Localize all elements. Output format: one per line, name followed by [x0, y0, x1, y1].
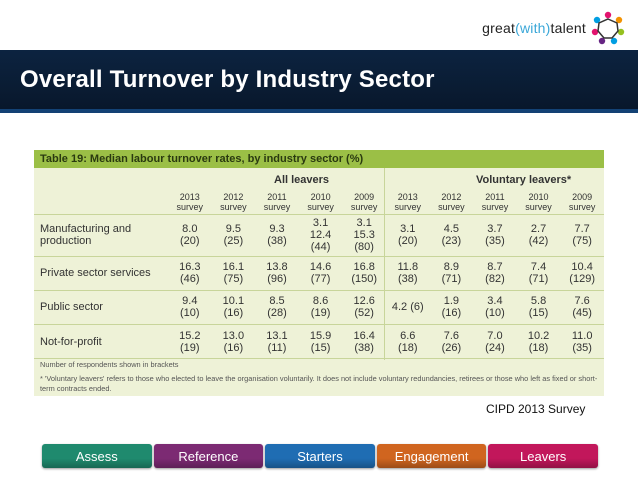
row-divider	[34, 324, 604, 325]
nav-bar: Assess Reference Starters Engagement Lea…	[42, 444, 598, 470]
nav-engagement-button[interactable]: Engagement	[376, 444, 487, 468]
nav-starters-button[interactable]: Starters	[265, 444, 375, 468]
col-header: 2012 survey	[220, 192, 247, 212]
value-cell: 7.0 (24)	[485, 330, 505, 354]
value-cell: 3.1 12.4 (44)	[309, 217, 332, 253]
col-header: 2011 survey	[263, 192, 291, 212]
col-header: 2011 survey	[481, 192, 509, 212]
sector-label: Not-for-profit	[40, 336, 102, 348]
group-all-leavers: All leavers	[274, 174, 330, 186]
value-cell: 6.6 (18)	[397, 330, 418, 354]
nav-assess-button[interactable]: Assess	[42, 444, 152, 468]
value-cell: 4.2 (6)	[391, 301, 424, 313]
value-cell: 13.1 (11)	[266, 330, 288, 354]
value-cell: 10.4 (129)	[569, 261, 595, 285]
col-header: 2010 survey	[307, 192, 334, 212]
header-sector	[34, 190, 168, 214]
value-cell: 9.5 (25)	[223, 223, 244, 247]
group-voluntary-leavers: Voluntary leavers*	[476, 174, 572, 186]
value-cell: 12.6 (52)	[353, 295, 375, 319]
value-cell: 8.7 (82)	[485, 261, 505, 285]
value-cell: 5.8 (15)	[528, 295, 549, 319]
note-brackets: Number of respondents shown in brackets	[40, 360, 179, 369]
table-caption: Table 19: Median labour turnover rates, …	[34, 150, 604, 168]
value-cell: 8.5 (28)	[267, 295, 287, 319]
row-divider	[34, 214, 604, 215]
table-header-row: 2013 survey 2012 survey 2011 survey 2010 sur…	[34, 190, 604, 214]
row-divider	[34, 256, 604, 257]
page-title: Overall Turnover by Industry Sector	[20, 66, 435, 93]
sector-label: Manufacturing and production	[40, 223, 132, 247]
header-bar: Overall Turnover by Industry Sector	[0, 50, 638, 113]
value-cell: 7.4 (71)	[528, 261, 549, 285]
table-grid: 2013 survey 2012 survey 2011 survey 2010 sur…	[34, 168, 604, 360]
col-header: 2010 survey	[525, 192, 552, 212]
value-cell: 10.1 (16)	[222, 295, 245, 319]
value-cell: 3.1 (20)	[397, 223, 418, 247]
turnover-table: Table 19: Median labour turnover rates, …	[34, 150, 604, 396]
group-divider	[384, 168, 385, 360]
note-voluntary: * 'Voluntary leavers' refers to those wh…	[40, 374, 598, 393]
value-cell: 14.6 (77)	[309, 261, 332, 285]
value-cell: 4.5 (23)	[441, 223, 462, 247]
brand-name: great(with)talent	[482, 20, 586, 36]
value-cell: 7.6 (26)	[441, 330, 462, 354]
col-header: 2009 survey	[568, 192, 596, 212]
value-cell: 11.0 (35)	[571, 330, 593, 354]
source-label: CIPD 2013 Survey	[486, 402, 586, 416]
col-header: 2009 survey	[350, 192, 378, 212]
value-cell: 3.7 (35)	[485, 223, 505, 247]
value-cell: 9.4 (10)	[180, 295, 200, 319]
sector-label: Public sector	[40, 301, 103, 313]
people-circle-icon	[591, 11, 625, 45]
value-cell: 13.0 (16)	[222, 330, 245, 354]
value-cell: 1.9 (16)	[441, 295, 462, 319]
value-cell: 2.7 (42)	[528, 223, 549, 247]
value-cell: 3.1 15.3 (80)	[353, 217, 375, 253]
col-header: 2012 survey	[438, 192, 465, 212]
value-cell: 16.4 (38)	[353, 330, 375, 354]
brand-logo: great(with)talent	[482, 8, 626, 48]
value-cell: 8.9 (71)	[441, 261, 462, 285]
row-divider	[34, 290, 604, 291]
table-notes: Number of respondents shown in brackets …	[40, 360, 600, 394]
value-cell: 8.0 (20)	[180, 223, 200, 247]
value-cell: 11.8 (38)	[397, 261, 419, 285]
sector-label: Private sector services	[40, 267, 151, 279]
value-cell: 16.3 (46)	[179, 261, 201, 285]
col-header: 2013 survey	[176, 192, 204, 212]
value-cell: 10.2 (18)	[527, 330, 550, 354]
table-row: Private sector services 16.3 (46) 16.1 (75…	[34, 256, 604, 290]
table-row: Public sector 9.4 (10) 10.1 (16) 8.5 (28) 8…	[34, 290, 604, 324]
table-row: Manufacturing and production 8.0 (20) 9.5…	[34, 214, 604, 256]
value-cell: 16.1 (75)	[222, 261, 245, 285]
value-cell: 13.8 (96)	[266, 261, 288, 285]
value-cell: 16.8 (150)	[351, 261, 378, 285]
value-cell: 9.3 (38)	[267, 223, 287, 247]
value-cell: 8.6 (19)	[310, 295, 331, 319]
value-cell: 15.2 (19)	[179, 330, 201, 354]
nav-leavers-button[interactable]: Leavers	[488, 444, 598, 468]
col-header: 2013 survey	[394, 192, 422, 212]
value-cell: 7.6 (45)	[572, 295, 592, 319]
table-row: Not-for-profit 15.2 (19) 13.0 (16) 13.1 (11…	[34, 324, 604, 360]
row-divider	[34, 358, 604, 359]
value-cell: 7.7 (75)	[572, 223, 592, 247]
value-cell: 3.4 (10)	[485, 295, 505, 319]
value-cell: 15.9 (15)	[309, 330, 332, 354]
nav-reference-button[interactable]: Reference	[153, 444, 264, 468]
header-divider	[0, 109, 638, 113]
